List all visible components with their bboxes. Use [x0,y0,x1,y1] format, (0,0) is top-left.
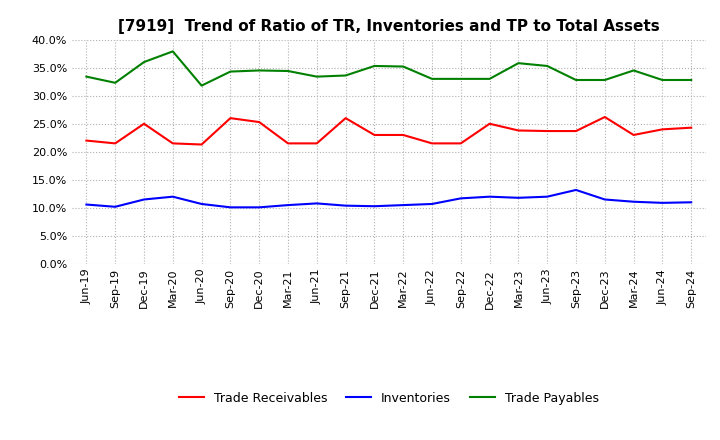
Trade Receivables [111,141,120,146]
Inventories [168,194,177,199]
Inventories [197,202,206,207]
Inventories [284,202,292,208]
Trade Receivables [629,132,638,138]
Trade Receivables [82,138,91,143]
Inventories [226,205,235,210]
Trade Payables [312,74,321,79]
Inventories [543,194,552,199]
Inventories [687,200,696,205]
Title: [7919]  Trend of Ratio of TR, Inventories and TP to Total Assets: [7919] Trend of Ratio of TR, Inventories… [118,19,660,34]
Inventories [399,202,408,208]
Inventories [658,200,667,205]
Inventories [600,197,609,202]
Trade Receivables [168,141,177,146]
Line: Trade Receivables: Trade Receivables [86,117,691,144]
Trade Payables [284,68,292,73]
Trade Payables [255,68,264,73]
Inventories [572,187,580,193]
Line: Inventories: Inventories [86,190,691,207]
Trade Receivables [284,141,292,146]
Trade Payables [687,77,696,83]
Trade Payables [514,61,523,66]
Trade Payables [168,49,177,54]
Trade Receivables [370,132,379,138]
Inventories [428,202,436,207]
Trade Receivables [226,115,235,121]
Trade Payables [226,69,235,74]
Trade Receivables [399,132,408,138]
Trade Payables [456,76,465,81]
Trade Payables [140,59,148,65]
Trade Receivables [485,121,494,126]
Inventories [514,195,523,201]
Trade Receivables [456,141,465,146]
Trade Receivables [572,128,580,134]
Trade Payables [399,64,408,69]
Trade Payables [370,63,379,69]
Inventories [370,204,379,209]
Line: Trade Payables: Trade Payables [86,51,691,86]
Trade Payables [658,77,667,83]
Trade Receivables [543,128,552,134]
Trade Payables [428,76,436,81]
Inventories [485,194,494,199]
Inventories [140,197,148,202]
Trade Receivables [140,121,148,126]
Trade Receivables [658,127,667,132]
Trade Payables [111,80,120,85]
Inventories [255,205,264,210]
Trade Receivables [514,128,523,133]
Inventories [629,199,638,204]
Inventories [341,203,350,208]
Legend: Trade Receivables, Inventories, Trade Payables: Trade Receivables, Inventories, Trade Pa… [174,387,604,410]
Inventories [82,202,91,207]
Trade Receivables [197,142,206,147]
Trade Payables [341,73,350,78]
Inventories [111,204,120,209]
Trade Payables [82,74,91,79]
Trade Receivables [428,141,436,146]
Trade Receivables [687,125,696,130]
Trade Payables [485,76,494,81]
Trade Payables [197,83,206,88]
Trade Payables [600,77,609,83]
Trade Receivables [312,141,321,146]
Trade Receivables [600,114,609,120]
Inventories [312,201,321,206]
Trade Payables [543,63,552,69]
Trade Receivables [255,119,264,125]
Trade Payables [629,68,638,73]
Trade Receivables [341,115,350,121]
Inventories [456,196,465,201]
Trade Payables [572,77,580,83]
